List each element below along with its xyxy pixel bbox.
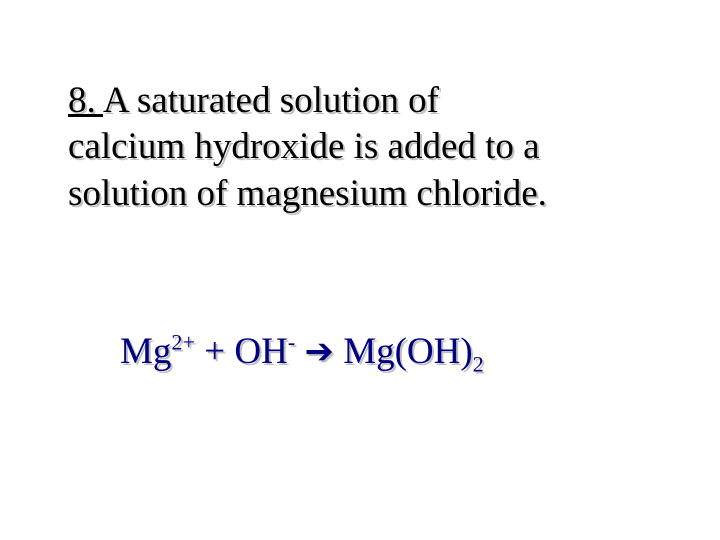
eq-mg-charge: 2+ — [171, 330, 195, 355]
question-number: 8. — [68, 80, 103, 121]
question-line1: A saturated solution of — [103, 80, 439, 121]
question-text: 8. A saturated solution of calcium hydro… — [68, 78, 547, 217]
question-line3: solution of magnesium chloride. — [68, 173, 547, 214]
eq-arrow: ➔ — [295, 331, 343, 372]
eq-mg: Mg — [120, 331, 171, 372]
eq-plus: + — [195, 331, 234, 372]
eq-product-sub: 2 — [473, 351, 484, 376]
eq-product: Mg(OH) — [343, 331, 472, 372]
equation-text: Mg2+ + OH- ➔ Mg(OH)2 — [120, 330, 484, 374]
slide: 8. A saturated solution of calcium hydro… — [0, 0, 720, 540]
question-line2: calcium hydroxide is added to a — [68, 126, 540, 167]
eq-oh: OH — [234, 331, 287, 372]
